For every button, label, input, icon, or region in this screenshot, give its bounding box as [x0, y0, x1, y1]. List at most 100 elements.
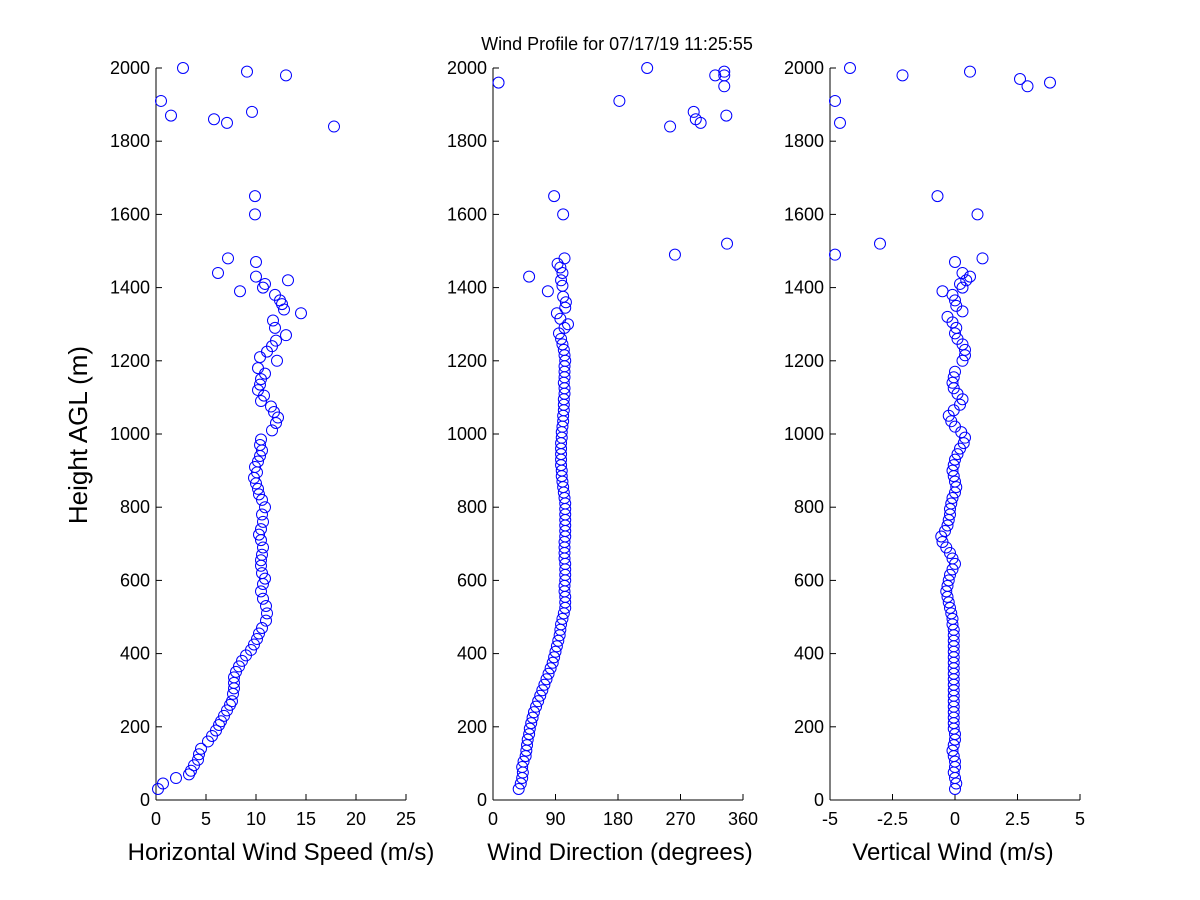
data-point — [526, 711, 539, 724]
data-point — [222, 252, 234, 265]
data-point — [548, 190, 561, 203]
data-point — [541, 285, 554, 298]
data-point — [255, 523, 267, 536]
data-point — [254, 438, 266, 451]
x-tick-label: 25 — [396, 809, 416, 829]
x-tick-label: 2.5 — [1005, 809, 1030, 829]
data-point — [228, 671, 240, 684]
data-point — [177, 62, 189, 74]
data-point — [259, 572, 271, 585]
x-tick-label: 270 — [665, 809, 695, 829]
data-point — [256, 493, 268, 506]
data-point — [267, 314, 279, 327]
data-point — [544, 662, 557, 675]
x-tick-label: 90 — [545, 809, 565, 829]
data-point — [1044, 76, 1056, 89]
data-point — [556, 338, 569, 351]
data-point — [226, 695, 238, 708]
y-tick-label: 400 — [794, 644, 824, 664]
data-point — [249, 190, 261, 203]
data-point — [542, 667, 555, 680]
data-point — [949, 365, 961, 378]
data-point — [964, 65, 976, 78]
data-point — [280, 69, 292, 82]
y-tick-label: 1400 — [447, 278, 487, 298]
data-point — [261, 607, 273, 620]
data-point — [268, 406, 280, 419]
y-tick-label: 1000 — [447, 424, 487, 444]
y-tick-label: 0 — [140, 790, 150, 810]
data-point — [556, 612, 569, 625]
y-tick-label: 1800 — [110, 131, 150, 151]
data-point — [549, 645, 562, 658]
data-point — [959, 343, 971, 356]
x-tick-label: 0 — [950, 809, 960, 829]
x-tick-label: 10 — [246, 809, 266, 829]
data-point — [256, 548, 268, 561]
data-point — [718, 80, 731, 93]
y-tick-label: 2000 — [784, 58, 824, 78]
data-point — [976, 252, 989, 265]
data-point — [664, 120, 677, 133]
panel-wind-direction: 0 90 180 270 360 0 200 400 600 800 1000 1200 1400 160… — [447, 58, 758, 866]
data-point — [956, 354, 969, 367]
data-point — [536, 684, 549, 697]
data-point — [215, 715, 227, 728]
data-point — [271, 354, 283, 367]
data-point — [558, 252, 571, 265]
data-point — [252, 362, 264, 375]
y-tick-label: 1600 — [447, 204, 487, 224]
data-point — [949, 453, 961, 466]
data-point — [641, 62, 654, 74]
data-point — [295, 307, 307, 320]
data-point — [270, 334, 282, 347]
data-point — [234, 285, 246, 298]
data-point — [949, 557, 961, 570]
data-point — [255, 433, 267, 446]
data-point — [718, 65, 731, 78]
data-point — [492, 76, 505, 89]
data-point — [527, 706, 540, 719]
data-point — [945, 415, 958, 428]
data-point — [694, 116, 707, 129]
y-tick-label: 200 — [794, 717, 824, 737]
data-point — [253, 627, 265, 640]
data-point — [956, 266, 969, 279]
data-point — [949, 294, 961, 307]
figure-title: Wind Profile for 07/17/19 11:25:55 — [481, 34, 753, 54]
data-point — [960, 274, 973, 287]
data-point — [945, 607, 958, 620]
y-tick-label: 600 — [794, 570, 824, 590]
y-tick-label: 1000 — [784, 424, 824, 444]
data-point — [241, 65, 253, 78]
y-tick-label: 1800 — [784, 131, 824, 151]
data-point — [951, 448, 964, 461]
data-point — [557, 343, 570, 356]
y-tick-label: 1000 — [110, 424, 150, 444]
data-point — [950, 777, 963, 790]
data-point — [512, 783, 525, 796]
data-point — [252, 455, 264, 468]
data-point — [255, 554, 267, 567]
data-point — [944, 568, 956, 581]
data-point — [534, 689, 547, 702]
data-point — [253, 488, 265, 501]
x-tick-label: 5 — [1075, 809, 1085, 829]
data-point — [538, 678, 551, 691]
data-point — [944, 601, 956, 614]
data-point — [556, 279, 569, 292]
data-point — [959, 349, 971, 362]
data-point — [721, 237, 734, 250]
data-point — [946, 744, 959, 757]
data-point — [668, 248, 681, 261]
data-point — [945, 497, 958, 510]
y-tick-label: 400 — [457, 644, 487, 664]
data-point — [941, 310, 954, 323]
data-point — [546, 656, 559, 669]
data-point — [946, 492, 959, 505]
x-tick-label: 360 — [728, 809, 758, 829]
y-tick-label: 2000 — [447, 58, 487, 78]
data-point — [165, 109, 177, 122]
data-point — [250, 270, 262, 283]
data-point — [257, 592, 269, 605]
